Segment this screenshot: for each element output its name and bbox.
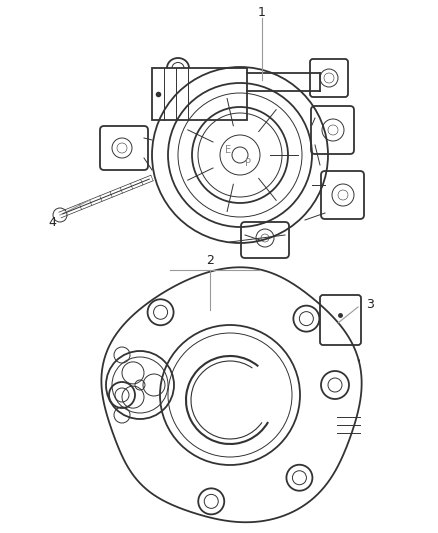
Text: 4: 4 <box>48 215 56 229</box>
Text: 3: 3 <box>366 298 374 311</box>
Text: E: E <box>225 145 231 155</box>
Text: 1: 1 <box>258 6 266 20</box>
Text: P: P <box>245 158 251 168</box>
Text: 2: 2 <box>206 254 214 266</box>
